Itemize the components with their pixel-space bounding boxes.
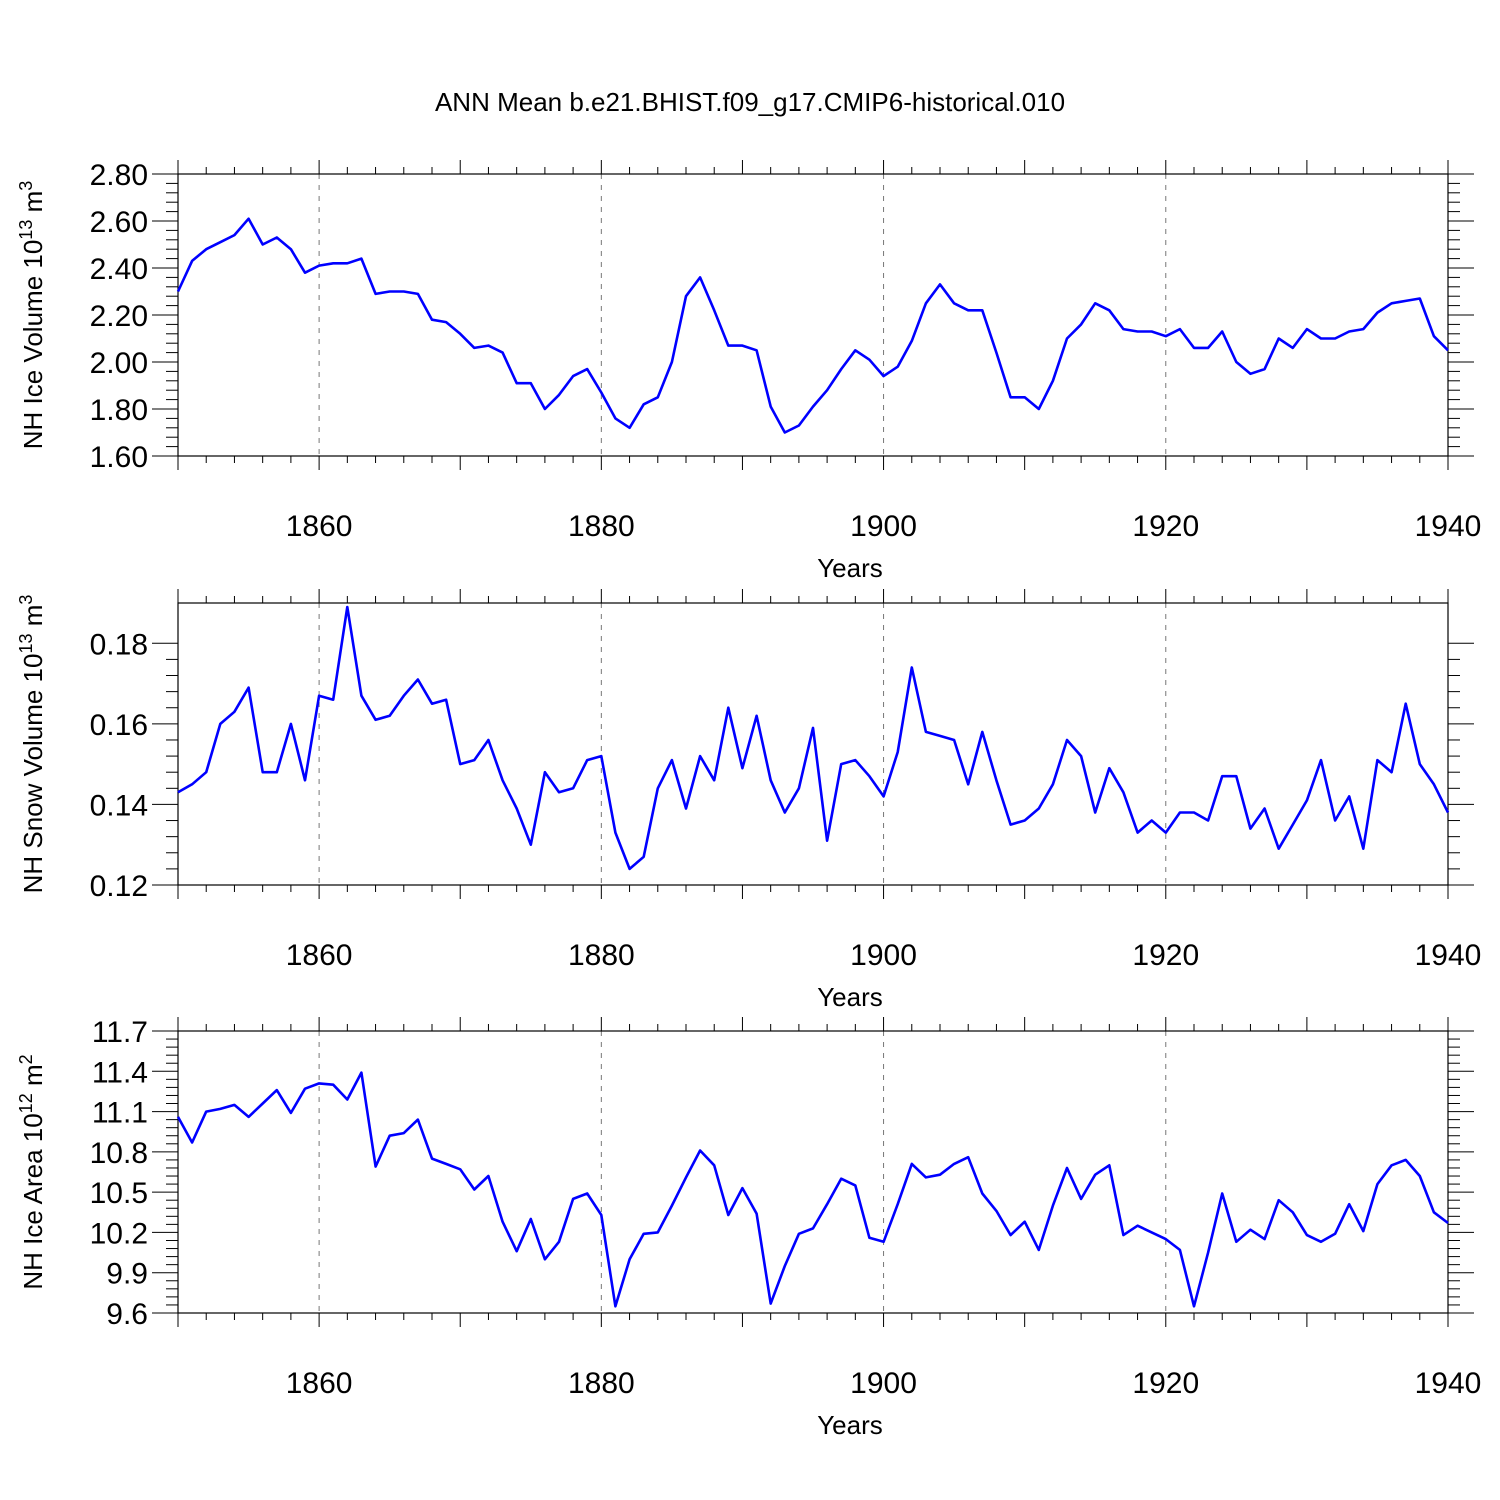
y-tick-label: 0.18 bbox=[90, 628, 148, 661]
series-line bbox=[176, 1071, 1449, 1308]
y-tick-label: 11.4 bbox=[92, 1056, 148, 1089]
y-axis-label-part: NH Ice Area 10 bbox=[18, 1113, 48, 1289]
x-tick-label: 1900 bbox=[850, 939, 917, 972]
y-axis-label-superscript: 13 bbox=[16, 220, 36, 240]
y-axis-label-superscript: 12 bbox=[16, 1093, 36, 1113]
x-tick-label: 1900 bbox=[850, 510, 917, 543]
y-tick-label: 10.5 bbox=[90, 1177, 148, 1210]
panels: 1.60 1.80 2.00 2.20 2.40 2.60 2.80 1860 1880 1900… bbox=[16, 159, 1481, 1440]
x-tick-label: 1860 bbox=[286, 510, 353, 543]
y-tick-label: 11.1 bbox=[92, 1097, 148, 1130]
x-tick-label: 1860 bbox=[286, 1367, 353, 1400]
x-axis-label: Years bbox=[817, 553, 883, 583]
y-tick-label: 1.80 bbox=[90, 394, 148, 427]
y-tick-label: 2.60 bbox=[90, 206, 148, 239]
x-tick-label: 1920 bbox=[1132, 939, 1199, 972]
panel-1: 1.60 1.80 2.00 2.20 2.40 2.60 2.80 1860 1880 1900… bbox=[16, 159, 1481, 583]
y-tick-label: 9.6 bbox=[106, 1298, 148, 1331]
y-axis-label: NH Ice Area 1012 m2 bbox=[16, 1054, 48, 1289]
x-tick-label: 1900 bbox=[850, 1367, 917, 1400]
y-axis-label-part: m bbox=[18, 605, 48, 634]
x-tick-label: 1920 bbox=[1132, 1367, 1199, 1400]
plot-frame bbox=[177, 1030, 1449, 1314]
x-tick-label: 1940 bbox=[1415, 1367, 1482, 1400]
x-axis-label: Years bbox=[817, 982, 883, 1012]
y-axis-label-superscript: 13 bbox=[16, 633, 36, 653]
y-tick-label: 0.12 bbox=[90, 870, 148, 903]
chart-title: ANN Mean b.e21.BHIST.f09_g17.CMIP6-histo… bbox=[435, 87, 1065, 117]
y-tick-label: 10.2 bbox=[90, 1217, 148, 1250]
y-tick-label: 11.7 bbox=[92, 1016, 148, 1049]
y-tick-label: 10.8 bbox=[90, 1137, 148, 1170]
x-tick-label: 1880 bbox=[568, 510, 635, 543]
x-tick-label: 1880 bbox=[568, 1367, 635, 1400]
y-axis-label-superscript: 2 bbox=[16, 1054, 36, 1064]
panel-3: 9.6 9.9 10.2 10.5 10.8 11.1 11.4 11.7 1860 1880 19… bbox=[16, 1016, 1481, 1440]
x-tick-label: 1920 bbox=[1132, 510, 1199, 543]
y-tick-label: 1.60 bbox=[90, 441, 148, 474]
y-axis-label-superscript: 3 bbox=[16, 595, 36, 605]
y-axis-label-superscript: 3 bbox=[16, 181, 36, 191]
y-axis-label-part: m bbox=[18, 1064, 48, 1093]
y-axis-label: NH Snow Volume 1013 m3 bbox=[16, 595, 48, 894]
y-tick-label: 0.16 bbox=[90, 709, 148, 742]
y-axis-label-part: NH Ice Volume 10 bbox=[18, 240, 48, 450]
y-axis-label-part: m bbox=[18, 191, 48, 220]
plot-frame bbox=[177, 173, 1449, 457]
y-axis-label-part: NH Snow Volume 10 bbox=[18, 654, 48, 894]
series-line bbox=[176, 217, 1449, 434]
y-tick-label: 2.00 bbox=[90, 347, 148, 380]
y-axis-label: NH Ice Volume 1013 m3 bbox=[16, 181, 48, 450]
panel-2: 0.12 0.14 0.16 0.18 1860 1880 1900 1920 1940 Year… bbox=[16, 589, 1481, 1012]
x-tick-label: 1940 bbox=[1415, 510, 1482, 543]
y-tick-label: 2.80 bbox=[90, 159, 148, 192]
x-tick-label: 1860 bbox=[286, 939, 353, 972]
plot-frame bbox=[177, 602, 1449, 886]
x-tick-label: 1940 bbox=[1415, 939, 1482, 972]
y-tick-label: 0.14 bbox=[90, 789, 148, 822]
x-tick-label: 1880 bbox=[568, 939, 635, 972]
y-tick-label: 9.9 bbox=[106, 1258, 148, 1291]
y-tick-label: 2.20 bbox=[90, 300, 148, 333]
y-tick-label: 2.40 bbox=[90, 253, 148, 286]
series-line bbox=[177, 605, 1450, 871]
x-axis-label: Years bbox=[817, 1410, 883, 1440]
